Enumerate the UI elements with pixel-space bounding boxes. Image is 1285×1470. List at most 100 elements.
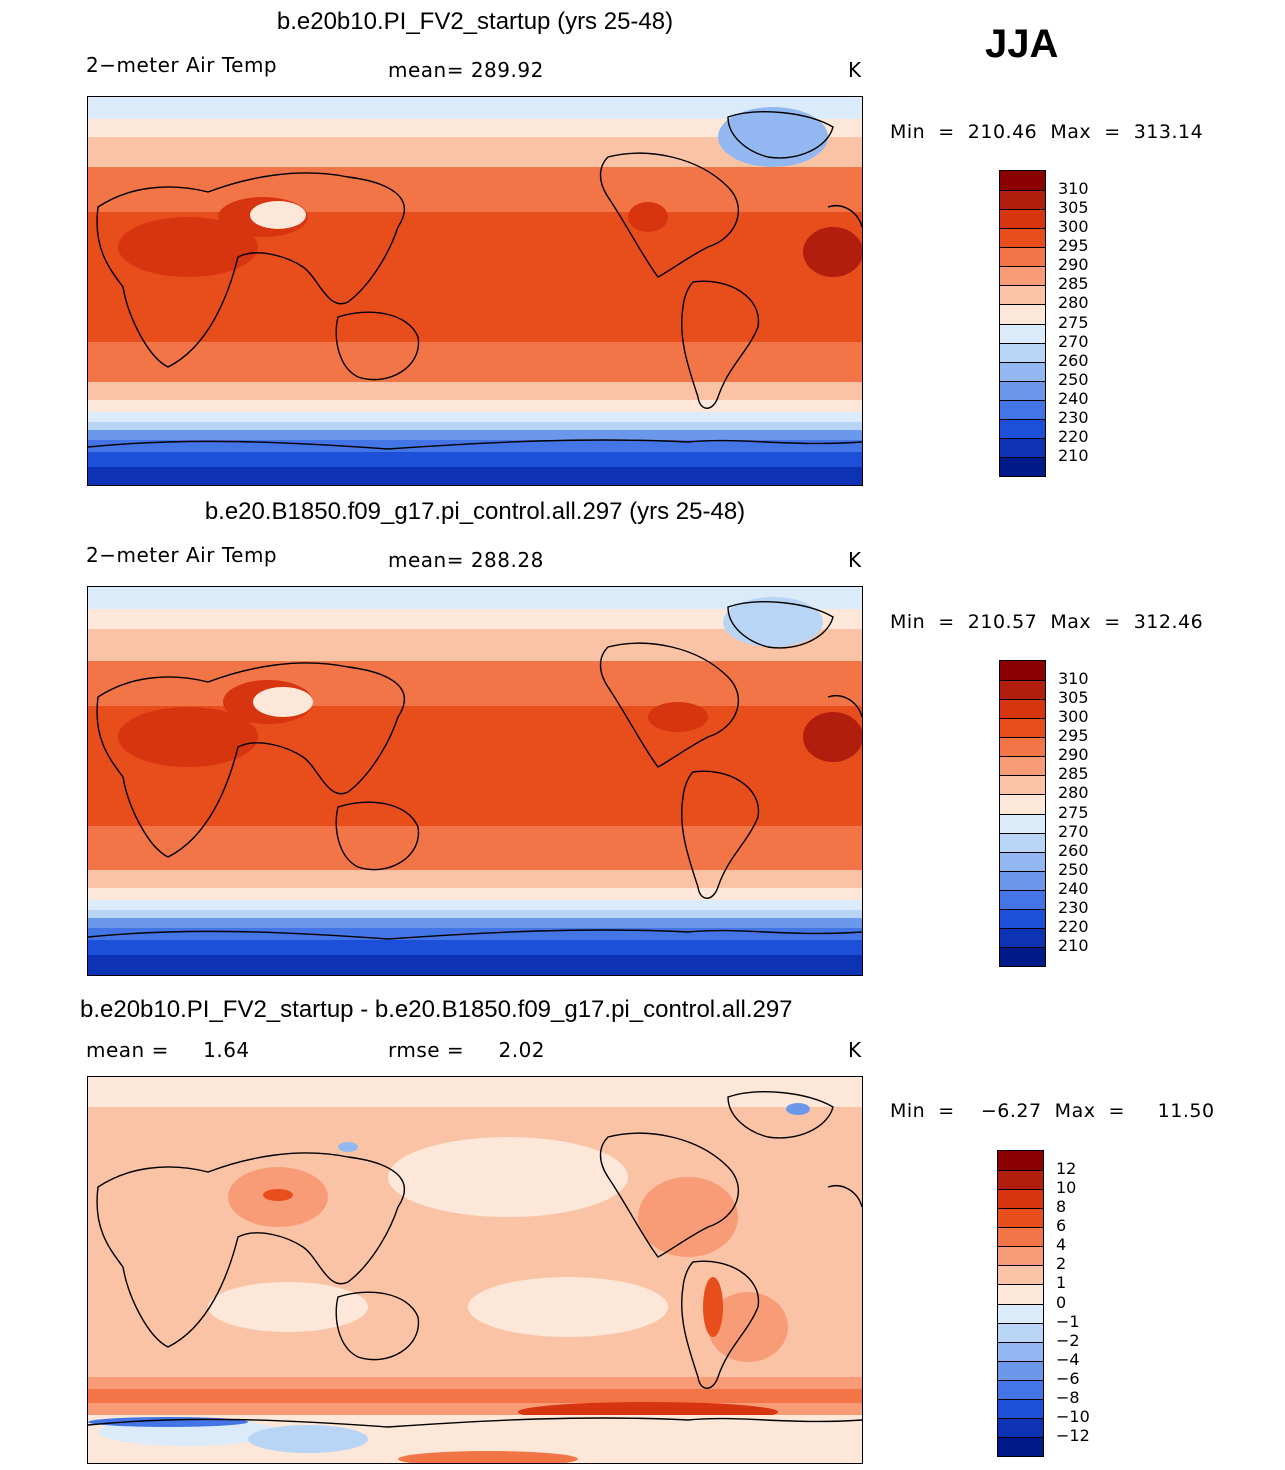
colorbar-swatch [1000,190,1045,210]
colorbar-swatch [1000,171,1045,191]
colorbar-swatch [998,1170,1043,1190]
colorbar-swatch [998,1189,1043,1209]
colorbar-swatch [1000,946,1045,966]
colorbar-label: 300 [1058,707,1089,727]
colorbar-swatch [998,1436,1043,1456]
colorbar-label: −12 [1056,1425,1090,1445]
colorbar-swatch [1000,794,1045,814]
panel-1-mean-label: mean= 289.92 [388,58,544,82]
colorbar-swatch [998,1379,1043,1399]
colorbar-label: 280 [1058,783,1089,803]
colorbar-swatch [998,1227,1043,1247]
panel-3-unit-label: K [848,1038,862,1062]
colorbar-swatch [1000,247,1045,267]
colorbar-label: 0 [1056,1292,1067,1312]
panel-2-colorbar [999,660,1046,967]
colorbar-swatch [1000,908,1045,928]
colorbar-swatch [1000,889,1045,909]
colorbar-label: 300 [1058,217,1089,237]
colorbar-label: 290 [1058,745,1089,765]
colorbar-label: −8 [1056,1387,1080,1407]
colorbar-label: 250 [1058,859,1089,879]
panel-1-map [87,96,863,486]
colorbar-label: 275 [1058,312,1089,332]
colorbar-swatch [1000,680,1045,700]
panel-1-title: b.e20b10.PI_FV2_startup (yrs 25-48) [276,8,674,35]
panel-2-title: b.e20.B1850.f09_g17.pi_control.all.297 (… [204,498,746,525]
panel-3-mean-label: mean = 1.64 [86,1038,250,1062]
colorbar-swatch [1000,228,1045,248]
panel-3-minmax: Min = −6.27 Max = 11.50 [890,1100,1215,1122]
colorbar-swatch [1000,456,1045,476]
panel-3-title: b.e20b10.PI_FV2_startup - b.e20.B1850.f0… [80,996,793,1023]
colorbar-label: 2 [1056,1254,1067,1274]
colorbar-label: 240 [1058,388,1089,408]
colorbar-swatch [1000,927,1045,947]
colorbar-label: 260 [1058,350,1089,370]
colorbar-label: 8 [1056,1197,1067,1217]
colorbar-swatch [998,1322,1043,1342]
colorbar-swatch [1000,756,1045,776]
colorbar-label: 275 [1058,802,1089,822]
panel-2-variable-label: 2−meter Air Temp [86,543,278,567]
colorbar-label: 210 [1058,445,1089,465]
colorbar-label: 290 [1058,255,1089,275]
panel-3-map [87,1076,863,1464]
panel-2-minmax: Min = 210.57 Max = 312.46 [890,611,1204,633]
colorbar-swatch [1000,718,1045,738]
panel-1-colorbar [999,170,1046,477]
colorbar-label: 305 [1058,198,1089,218]
colorbar-swatch [1000,851,1045,871]
colorbar-label: 270 [1058,331,1089,351]
colorbar-label: 220 [1058,426,1089,446]
colorbar-swatch [1000,737,1045,757]
panel-2-mean-label: mean= 288.28 [388,548,544,572]
colorbar-label: 230 [1058,407,1089,427]
colorbar-label: 260 [1058,840,1089,860]
panel-1-minmax: Min = 210.46 Max = 313.14 [890,121,1204,143]
colorbar-label: 305 [1058,688,1089,708]
colorbar-label: 12 [1056,1159,1077,1179]
colorbar-swatch [998,1398,1043,1418]
colorbar-swatch [998,1417,1043,1437]
colorbar-swatch [1000,361,1045,381]
colorbar-label: 4 [1056,1235,1067,1255]
colorbar-label: −10 [1056,1406,1090,1426]
colorbar-label: 1 [1056,1273,1067,1293]
colorbar-label: 270 [1058,821,1089,841]
colorbar-swatch [998,1360,1043,1380]
colorbar-label: 250 [1058,369,1089,389]
colorbar-label: 230 [1058,897,1089,917]
colorbar-swatch [998,1246,1043,1266]
colorbar-swatch [1000,399,1045,419]
colorbar-swatch [998,1265,1043,1285]
panel-3-colorbar [997,1150,1044,1457]
colorbar-swatch [1000,437,1045,457]
colorbar-swatch [1000,832,1045,852]
colorbar-swatch [998,1284,1043,1304]
colorbar-label: 6 [1056,1216,1067,1236]
colorbar-label: 10 [1056,1178,1077,1198]
colorbar-label: −2 [1056,1330,1080,1350]
colorbar-swatch [998,1341,1043,1361]
colorbar-swatch [998,1151,1043,1171]
colorbar-label: 295 [1058,236,1089,256]
colorbar-swatch [998,1303,1043,1323]
colorbar-label: 240 [1058,878,1089,898]
colorbar-swatch [1000,209,1045,229]
colorbar-label: −6 [1056,1368,1080,1388]
panel-1-variable-label: 2−meter Air Temp [86,53,278,77]
colorbar-label: 310 [1058,179,1089,199]
colorbar-swatch [1000,285,1045,305]
colorbar-label: 310 [1058,669,1089,689]
colorbar-label: −4 [1056,1349,1080,1369]
colorbar-swatch [1000,813,1045,833]
colorbar-label: 295 [1058,726,1089,746]
colorbar-swatch [1000,661,1045,681]
panel-2-map [87,586,863,976]
colorbar-label: 210 [1058,935,1089,955]
colorbar-swatch [1000,380,1045,400]
panel-2-unit-label: K [848,548,862,572]
colorbar-swatch [1000,266,1045,286]
colorbar-swatch [1000,323,1045,343]
